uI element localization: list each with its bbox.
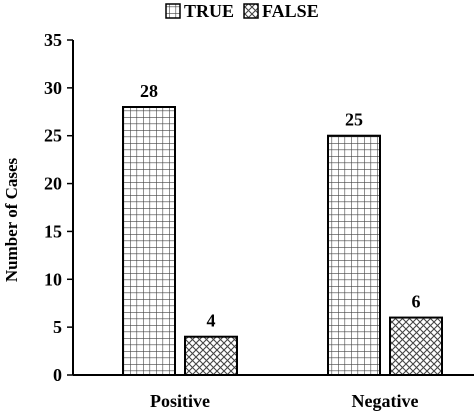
y-axis-ticks: 0 5 10 15 20 25 30 35 [44, 30, 73, 385]
legend-label-false: FALSE [262, 1, 319, 21]
y-tick-label: 30 [44, 78, 62, 98]
legend-swatch-false [243, 3, 259, 19]
data-label: 28 [140, 81, 158, 101]
y-tick-label: 35 [44, 30, 62, 50]
bar-false-positive [184, 335, 238, 377]
bar-false-negative [389, 316, 443, 377]
y-tick-label: 15 [44, 221, 62, 241]
bars [122, 106, 443, 377]
x-tick-label: Positive [150, 391, 210, 411]
legend-label-true: TRUE [184, 1, 234, 21]
data-labels: 28 4 25 6 [140, 81, 421, 331]
x-tick-label: Negative [352, 391, 419, 411]
y-tick-label: 10 [44, 269, 62, 289]
y-tick-label: 5 [53, 317, 62, 337]
y-tick-label: 25 [44, 126, 62, 146]
bar-true-negative [327, 134, 381, 376]
axes [72, 40, 474, 376]
legend-swatch-true [165, 3, 181, 19]
data-label: 25 [345, 110, 363, 130]
data-label: 4 [207, 311, 216, 331]
data-label: 6 [412, 292, 421, 312]
x-axis-ticks: Positive Negative [150, 391, 418, 411]
y-tick-label: 0 [53, 365, 62, 385]
y-axis-label: Number of Cases [2, 157, 21, 282]
y-tick-label: 20 [44, 174, 62, 194]
bar-true-positive [122, 106, 176, 376]
legend: TRUE FALSE [165, 1, 319, 21]
